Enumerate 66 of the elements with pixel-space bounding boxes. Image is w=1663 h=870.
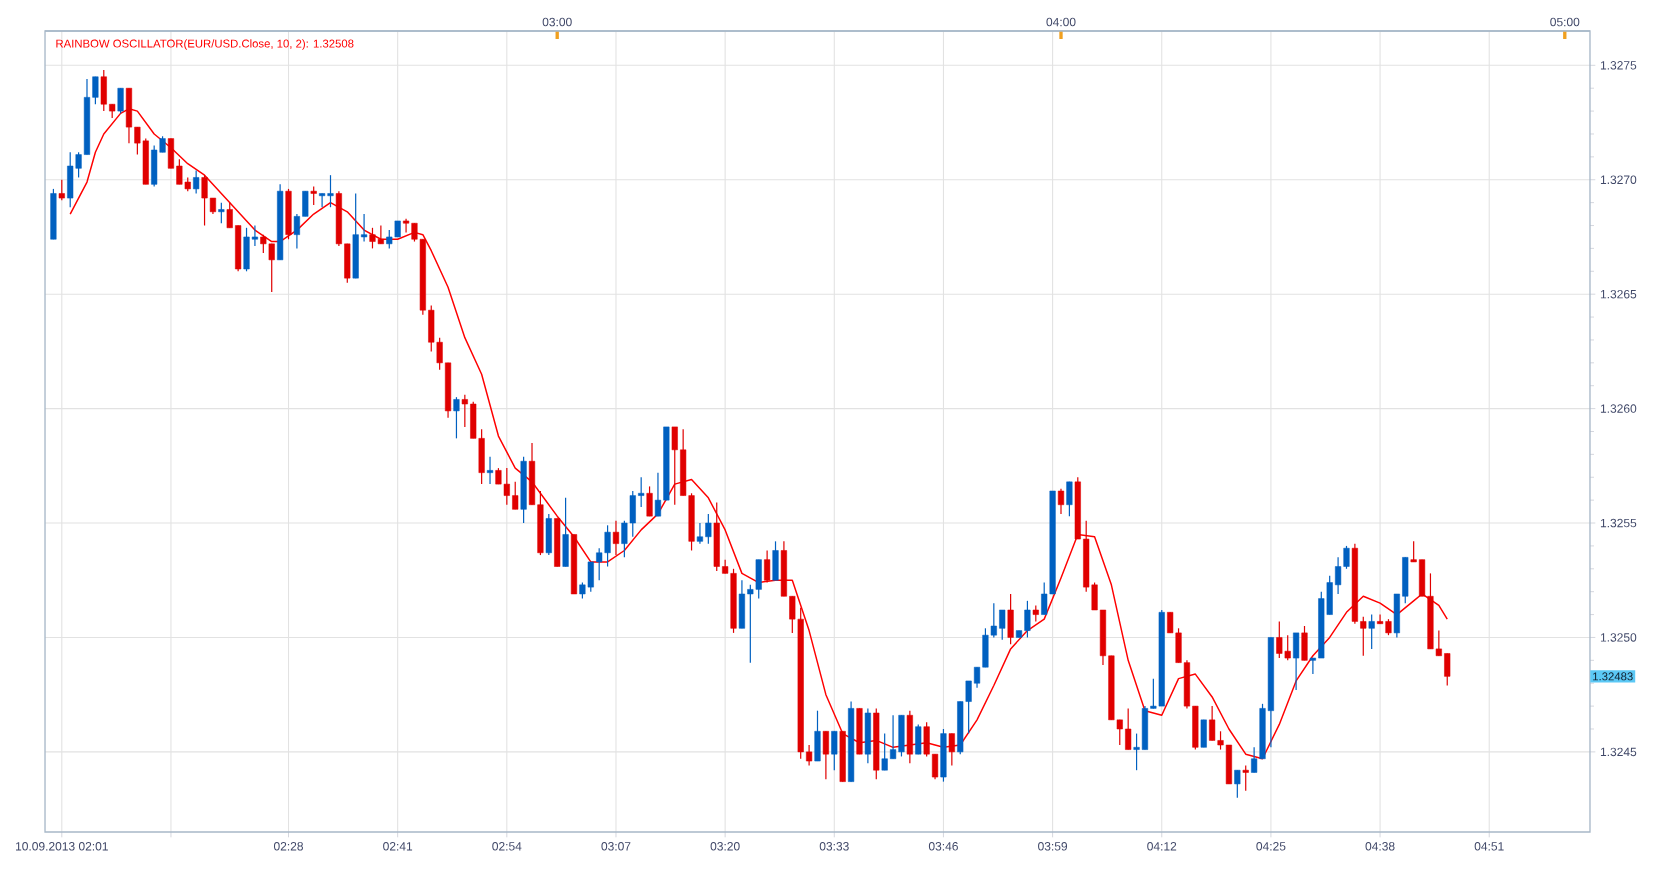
candlestick bbox=[1024, 600, 1031, 639]
x-tick-label: 04:25 bbox=[1256, 842, 1286, 851]
y-tick-label: 1.3270 bbox=[1600, 175, 1637, 184]
candlestick bbox=[1368, 613, 1375, 650]
candlestick bbox=[931, 753, 939, 780]
candlestick bbox=[193, 169, 200, 195]
x-tick-label: 04:51 bbox=[1474, 842, 1504, 851]
candlestick bbox=[310, 186, 317, 206]
x-tick-label: 02:41 bbox=[383, 842, 413, 851]
x-tick-label: 02:28 bbox=[273, 842, 303, 851]
candlestick bbox=[1444, 652, 1451, 687]
x2-tick-label: 04:00 bbox=[1046, 17, 1076, 27]
candlestick bbox=[764, 549, 771, 584]
candlestick bbox=[58, 179, 65, 201]
y-tick-label: 1.3255 bbox=[1600, 518, 1637, 528]
candlestick bbox=[638, 476, 645, 508]
candlestick bbox=[973, 666, 981, 689]
candlestick bbox=[646, 485, 653, 517]
y-tick-label: 1.3245 bbox=[1600, 747, 1637, 757]
candlestick bbox=[1234, 769, 1241, 799]
candlestick bbox=[671, 426, 678, 506]
candlestick bbox=[361, 213, 368, 243]
x2-tick-label: 05:00 bbox=[1550, 17, 1580, 27]
x2-tick-label: 03:00 bbox=[542, 17, 572, 27]
x-tick-label: 03:59 bbox=[1038, 842, 1068, 851]
candlestick bbox=[1360, 616, 1367, 657]
candlestick bbox=[948, 732, 955, 767]
candlestick bbox=[293, 213, 300, 249]
candlestick bbox=[1066, 481, 1073, 517]
candlestick bbox=[654, 472, 662, 517]
x-tick-label: 04:38 bbox=[1365, 842, 1395, 851]
candlestick bbox=[1410, 540, 1417, 563]
candlestick bbox=[881, 732, 888, 771]
y-tick-label: 1.3265 bbox=[1600, 289, 1637, 299]
candlestick bbox=[512, 481, 519, 510]
x-tick-label: 10.09.2013 02:01 bbox=[16, 842, 108, 851]
candlestick bbox=[1242, 765, 1249, 792]
x-tick-label: 02:54 bbox=[492, 842, 522, 851]
candlestick bbox=[486, 456, 494, 485]
candlestick bbox=[218, 202, 225, 224]
x-tick-label: 03:07 bbox=[601, 842, 631, 851]
candlestick bbox=[461, 394, 468, 428]
y-tick-label: 1.3275 bbox=[1600, 61, 1637, 70]
candlestick bbox=[226, 202, 233, 229]
candlestick bbox=[806, 744, 813, 767]
candlestick bbox=[705, 513, 712, 545]
x-tick-label: 04:12 bbox=[1147, 842, 1177, 851]
candlestick bbox=[453, 396, 460, 439]
text: 1.32483 bbox=[1593, 672, 1633, 681]
candlestick bbox=[612, 520, 620, 556]
x-tick-label: 03:33 bbox=[819, 842, 849, 851]
y-tick-label: 1.3260 bbox=[1600, 404, 1637, 413]
candlestick bbox=[696, 522, 704, 545]
x-tick-label: 03:20 bbox=[710, 842, 740, 851]
candlestick bbox=[117, 87, 124, 114]
candlestick bbox=[1309, 657, 1316, 675]
candlestick bbox=[999, 609, 1006, 641]
candlestick bbox=[1125, 707, 1132, 751]
candlestick bbox=[822, 730, 829, 780]
y-tick-label: 1.3250 bbox=[1600, 633, 1637, 642]
text: RAINBOW OSCILLATOR(EUR/USD.Close, 10, 2): 1.32508 bbox=[56, 39, 354, 50]
candlestick bbox=[831, 730, 838, 771]
x-tick-label: 03:46 bbox=[928, 842, 958, 851]
candlestick bbox=[1133, 732, 1140, 771]
candlestick bbox=[92, 76, 99, 105]
candlestick bbox=[1057, 488, 1065, 515]
